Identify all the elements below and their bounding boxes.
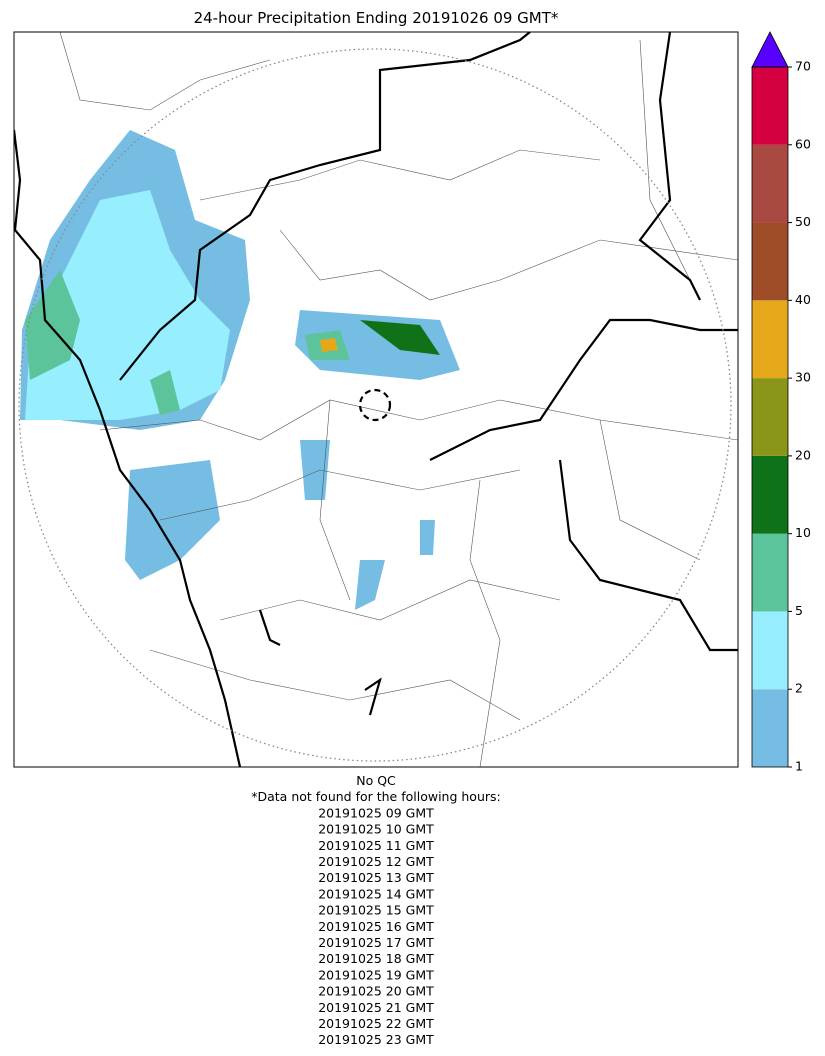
colorbar-tick-label: 1 [795,759,803,774]
colorbar-tick-label: 40 [795,292,811,307]
footer-line: 20191025 11 GMT [318,838,434,853]
footer-line: 20191025 15 GMT [318,903,434,918]
colorbar-segment [752,689,788,767]
footer: No QC*Data not found for the following h… [251,773,501,1047]
footer-line: 20191025 12 GMT [318,854,434,869]
footer-line: 20191025 22 GMT [318,1016,434,1031]
precipitation [20,130,460,610]
colorbar-segment [752,144,788,223]
footer-line: 20191025 09 GMT [318,805,434,820]
colorbar-tick-label: 20 [795,447,811,462]
colorbar-extension [751,31,789,68]
colorbar-tick-label: 2 [795,681,803,696]
colorbar-tick-label: 70 [795,59,811,74]
colorbar-tick-label: 5 [795,603,803,618]
footer-line: *Data not found for the following hours: [251,789,501,804]
footer-line: 20191025 21 GMT [318,1000,434,1015]
colorbar-segment [752,378,788,456]
colorbar-segment [752,455,788,534]
footer-line: 20191025 14 GMT [318,886,434,901]
map-title: 24-hour Precipitation Ending 20191026 09… [194,9,559,27]
colorbar-segment [752,67,788,145]
footer-line: 20191025 19 GMT [318,967,434,982]
footer-line: 20191025 20 GMT [318,984,434,999]
colorbar-segment [752,222,788,301]
colorbar-tick-label: 30 [795,370,811,385]
footer-line: 20191025 23 GMT [318,1032,434,1047]
footer-line: 20191025 10 GMT [318,822,434,837]
colorbar-segment [752,611,788,690]
colorbar-tick-label: 50 [795,214,811,229]
footer-line: 20191025 13 GMT [318,870,434,885]
footer-line: No QC [356,773,396,788]
colorbar-frame [751,66,789,768]
colorbar-segment [752,533,788,612]
map [13,31,739,768]
colorbar-segment [752,300,788,379]
footer-line: 20191025 18 GMT [318,951,434,966]
colorbar: 1 2 5 10 20 30 40 50 60 70 [751,31,811,774]
colorbar-tick-label: 10 [795,525,811,540]
footer-line: 20191025 16 GMT [318,919,434,934]
footer-line: 20191025 17 GMT [318,935,434,950]
colorbar-tick-label: 60 [795,136,811,151]
